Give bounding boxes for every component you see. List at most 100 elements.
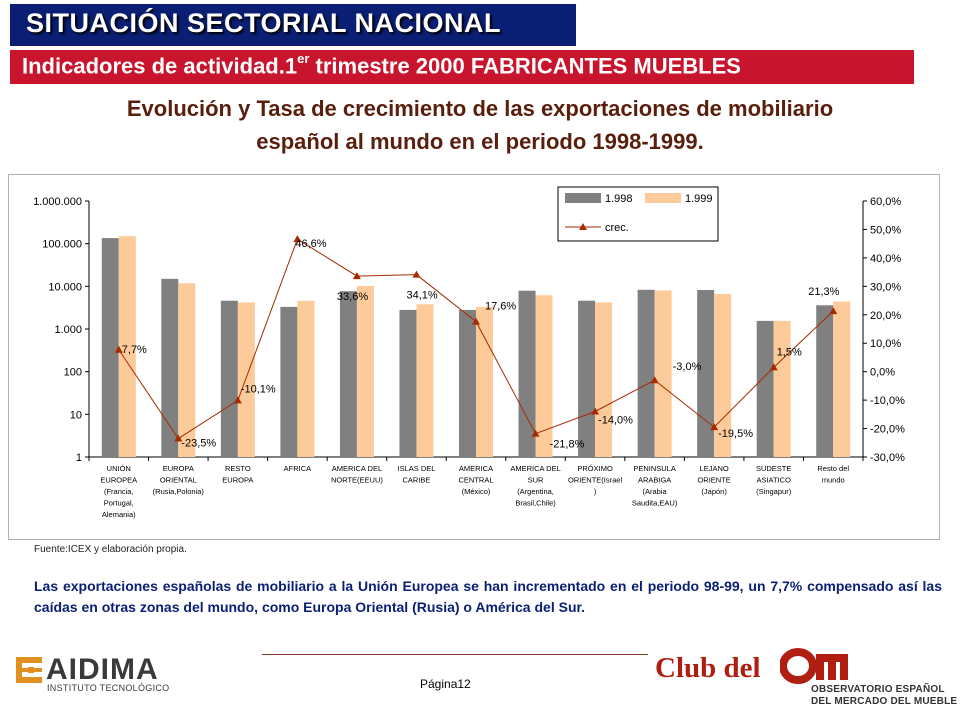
crec-data-label: 33,6% [337, 291, 368, 303]
crec-marker [114, 345, 123, 353]
right-tick-label: -10,0% [870, 395, 905, 407]
chart-frame: 1 10 100 1.000 10.000 100.000 1.000.000 -30,0% -… [8, 174, 940, 540]
x-tick-label: (Francia, [104, 487, 134, 496]
right-tick-label: 50,0% [870, 224, 901, 236]
bar-1.999 [416, 304, 434, 457]
x-tick-label: Alemania) [102, 510, 136, 519]
crec-marker [174, 434, 183, 442]
crec-data-label: 46,6% [295, 238, 326, 250]
legend-swatch-1998 [565, 193, 601, 203]
bar-1.999 [535, 295, 553, 457]
bar-1.998 [459, 309, 476, 457]
left-tick-label: 1 [76, 452, 82, 464]
bar-1.998 [697, 290, 715, 457]
footer-divider [262, 654, 648, 655]
bar-1.998 [578, 300, 596, 457]
bar-1.998 [339, 291, 357, 457]
bar-1.999 [714, 294, 732, 457]
page-number: Página12 [420, 677, 471, 691]
om-subtitle-line-2: DEL MERCADO DEL MUEBLE [811, 696, 958, 707]
legend-swatch-1999 [645, 193, 681, 203]
left-tick-label: 100.000 [42, 239, 82, 251]
right-tick-label: 0,0% [870, 367, 895, 379]
bar-1.998 [399, 309, 417, 457]
right-tick-label: 30,0% [870, 281, 901, 293]
crec-data-label: -3,0% [673, 361, 702, 373]
legend-label-1999: 1.999 [685, 193, 713, 205]
crec-marker [591, 407, 600, 415]
bar-1.999 [654, 290, 672, 457]
x-tick-label: CENTRAL [458, 476, 493, 485]
x-tick-label: NORTE(EEUU) [331, 476, 383, 485]
x-tick-label: SUR [528, 476, 544, 485]
x-tick-label: ORIENTE(Israel [568, 476, 623, 485]
summary-note: Las exportaciones españolas de mobiliari… [34, 578, 942, 615]
x-tick-label: (Arabia [643, 487, 668, 496]
left-tick-label: 1.000.000 [33, 196, 82, 208]
chart-heading: Evolución y Tasa de crecimiento de las e… [20, 92, 940, 158]
source-note: Fuente:ICEX y elaboración propia. [34, 544, 187, 555]
crec-data-label: -21,8% [550, 439, 585, 451]
x-tick-label: (Rusia,Polonia) [153, 487, 205, 496]
x-tick-label: (Argentina, [517, 487, 554, 496]
subtitle-superscript: er [297, 51, 310, 66]
right-tick-label: -20,0% [870, 424, 905, 436]
aidima-mark-icon [16, 657, 42, 683]
aidima-wordmark: AIDIMA [46, 653, 159, 686]
crec-marker [531, 429, 540, 437]
x-tick-label: PENINSULA [633, 464, 676, 473]
chart-heading-line-1: Evolución y Tasa de crecimiento de las e… [126, 96, 834, 121]
bar-1.999 [476, 306, 493, 457]
x-tick-label: mundo [822, 476, 845, 485]
crec-marker [829, 307, 838, 315]
om-subtitle-line-1: OBSERVATORIO ESPAÑOL [811, 684, 945, 695]
bar-1.998 [220, 300, 238, 457]
x-tick-label: ) [594, 487, 597, 496]
crec-data-label: -10,1% [241, 383, 276, 395]
slide-subtitle: Indicadores de actividad.1er trimestre 2… [10, 50, 914, 84]
om-subtitle: OBSERVATORIO ESPAÑOL DEL MERCADO DEL MUE… [811, 684, 957, 708]
x-tick-label: RESTO [225, 464, 251, 473]
right-tick-label: 10,0% [870, 338, 901, 350]
crec-marker [233, 396, 242, 404]
x-tick-label: ISLAS DEL [397, 464, 435, 473]
bar-1.998 [637, 289, 655, 457]
club-text: Club del [655, 652, 761, 684]
om-logo-icon [780, 648, 848, 684]
right-tick-label: 60,0% [870, 196, 901, 208]
aidima-subtitle: INSTITUTO TECNOLÓGICO [47, 683, 170, 693]
x-tick-label: Brasil,Chile) [515, 499, 556, 508]
x-tick-label: Resto del [817, 464, 849, 473]
right-tick-label: 20,0% [870, 310, 901, 322]
crec-marker [710, 423, 719, 431]
bar-1.998 [756, 320, 774, 457]
x-tick-label: Portugal, [104, 499, 134, 508]
subtitle-text-post: trimestre 2000 FABRICANTES MUEBLES [309, 53, 741, 79]
x-tick-label: ORIENTAL [160, 476, 197, 485]
left-tick-label: 1.000 [54, 324, 82, 336]
subtitle-text-pre: Indicadores de actividad.1 [22, 53, 298, 79]
x-tick-label: ASIATICO [756, 476, 791, 485]
x-tick-label: PRÓXIMO [577, 464, 613, 473]
crec-data-label: 21,3% [808, 286, 839, 298]
left-tick-label: 10.000 [48, 281, 82, 293]
crec-marker [412, 270, 421, 278]
bar-1.999 [237, 302, 255, 457]
x-tick-label: EUROPEA [100, 476, 137, 485]
bar-1.999 [297, 300, 315, 457]
legend-marker-crec [579, 223, 587, 230]
x-tick-label: EUROPA [163, 464, 194, 473]
bar-1.998 [518, 290, 536, 457]
crec-marker [769, 363, 778, 371]
x-tick-label: EUROPA [222, 476, 253, 485]
left-tick-label: 100 [64, 367, 82, 379]
crec-marker [352, 272, 361, 280]
legend-label-1998: 1.998 [605, 193, 633, 205]
crec-data-label: 1,5% [777, 346, 802, 358]
x-tick-label: (Japón) [701, 487, 727, 496]
crec-marker [293, 235, 302, 243]
x-tick-label: Saudita,EAU) [632, 499, 678, 508]
crec-data-label: 34,1% [406, 290, 437, 302]
x-tick-label: UNIÓN [107, 464, 131, 473]
x-tick-label: AMERICA DEL [510, 464, 560, 473]
